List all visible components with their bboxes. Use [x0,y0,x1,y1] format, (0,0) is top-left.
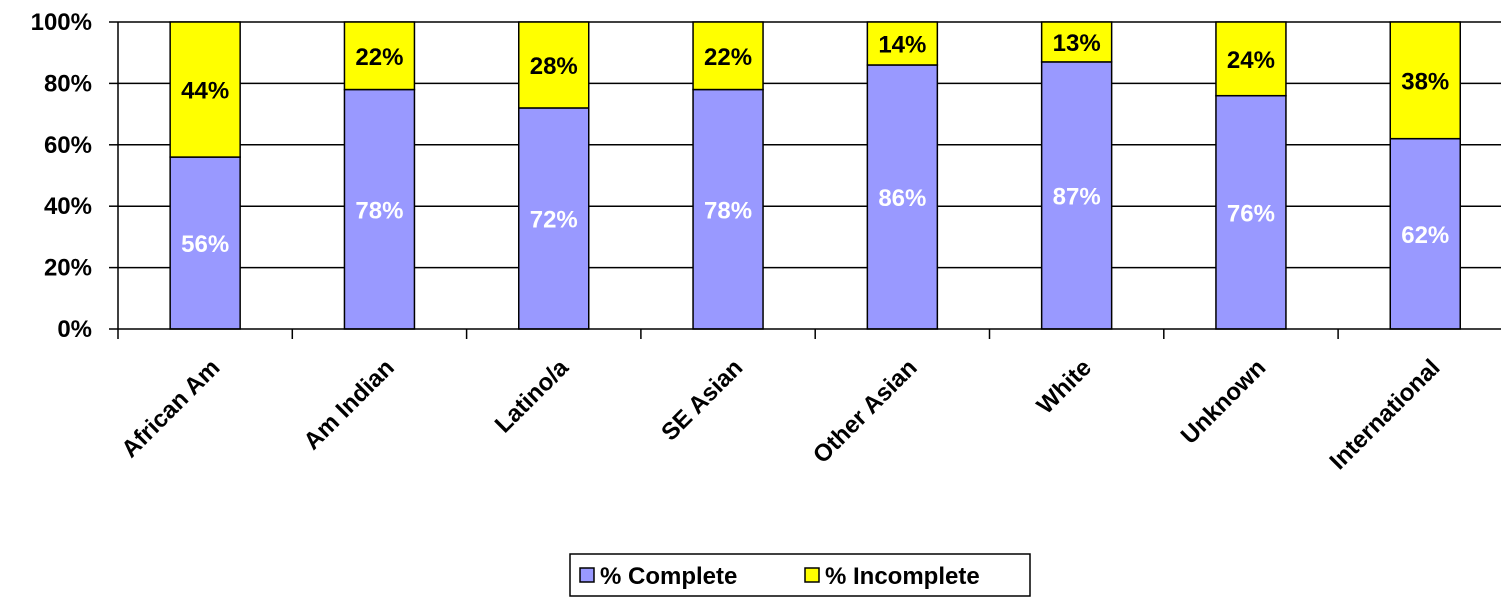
y-tick-label: 20% [44,255,92,282]
y-axis-tick-labels: 0% 20% 40% 60% 80% 100% [31,9,92,343]
x-tick-label: White [1032,354,1097,419]
data-label-complete: 87% [1053,183,1101,210]
data-label-complete: 78% [704,197,752,224]
legend-label: % Complete [600,563,737,590]
data-label-incomplete: 22% [704,44,752,71]
data-label-complete: 72% [530,206,578,233]
legend-swatch [804,567,820,583]
bar-incomplete [518,21,590,109]
x-tick-label: International [1325,354,1446,475]
data-label-incomplete: 22% [355,44,403,71]
data-label-complete: 62% [1401,222,1449,249]
bar-incomplete [1040,21,1113,63]
bar-complete [866,64,939,330]
legend-box [569,553,1031,597]
data-label-complete: 78% [355,197,403,224]
legend-swatch [579,567,595,583]
x-axis-tick-labels: African Am Am Indian Latino/a SE Asian Other… [116,354,1445,475]
bar-complete [1040,61,1113,330]
bar-incomplete [692,21,764,91]
x-tick-label: SE Asian [656,354,748,446]
data-label-incomplete: 14% [878,31,926,58]
gridlines [118,21,1501,269]
data-label-incomplete: 28% [530,53,578,80]
y-tick-label: 0% [57,316,92,343]
data-label-incomplete: 24% [1227,47,1275,74]
bar-complete [169,156,241,330]
bar-incomplete [343,21,416,91]
x-tick-label: African Am [116,354,225,463]
x-tick-label: Unknown [1176,354,1271,449]
bar-complete [1389,137,1461,330]
bar-complete [1215,94,1287,330]
data-label-complete: 86% [878,185,926,212]
x-tick-label: Am Indian [299,354,400,455]
bar-incomplete [169,21,241,158]
y-tick-label: 60% [44,132,92,159]
bar-incomplete [1215,21,1287,97]
legend: % Complete % Incomplete [569,553,1031,597]
bar-incomplete [1389,21,1461,140]
bars: 56% 44% 78% 22% 72% 28% 78% 22% 86% 14% 87% 13% 76% 2… [169,21,1461,330]
y-tick-label: 80% [44,70,92,97]
bar-complete [692,88,764,330]
x-tick-label: Other Asian [808,354,923,469]
data-label-incomplete: 38% [1401,68,1449,95]
bar-incomplete [866,21,939,66]
y-tick-label: 100% [31,9,92,36]
data-label-incomplete: 13% [1053,30,1101,57]
x-tick-label: Latino/a [490,354,575,439]
data-label-incomplete: 44% [181,78,229,105]
legend-label: % Incomplete [825,563,980,590]
axes [109,21,1501,339]
data-label-complete: 76% [1227,200,1275,227]
data-label-complete: 56% [181,231,229,258]
y-tick-label: 40% [44,193,92,220]
